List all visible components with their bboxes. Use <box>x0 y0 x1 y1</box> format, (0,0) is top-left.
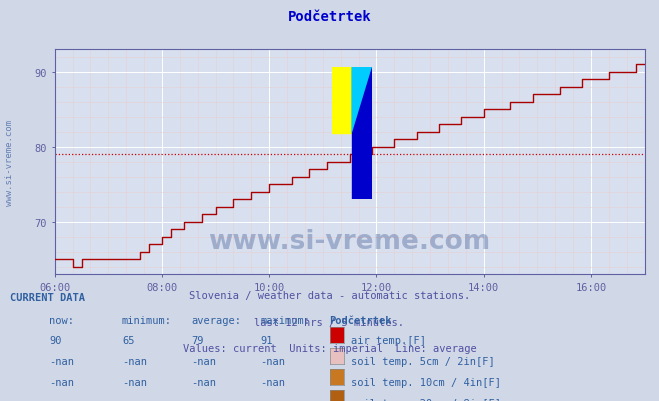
Text: -nan: -nan <box>49 377 74 387</box>
Bar <box>331 68 352 134</box>
Text: 65: 65 <box>122 336 134 346</box>
Text: www.si-vreme.com: www.si-vreme.com <box>208 228 491 254</box>
Text: Podčetrtek: Podčetrtek <box>330 315 392 325</box>
Text: soil temp. 10cm / 4in[F]: soil temp. 10cm / 4in[F] <box>351 377 501 387</box>
Text: -nan: -nan <box>122 356 147 367</box>
Text: -nan: -nan <box>49 356 74 367</box>
Text: -nan: -nan <box>191 377 216 387</box>
Text: 90: 90 <box>49 336 62 346</box>
Text: -nan: -nan <box>122 377 147 387</box>
Text: maximum:: maximum: <box>260 315 310 325</box>
Text: soil temp. 20cm / 8in[F]: soil temp. 20cm / 8in[F] <box>351 398 501 401</box>
Text: minimum:: minimum: <box>122 315 172 325</box>
Polygon shape <box>352 68 372 134</box>
Text: -nan: -nan <box>191 356 216 367</box>
Text: -nan: -nan <box>49 398 74 401</box>
Bar <box>352 134 372 200</box>
Text: 91: 91 <box>260 336 273 346</box>
Text: www.si-vreme.com: www.si-vreme.com <box>5 119 14 205</box>
Text: air temp.[F]: air temp.[F] <box>351 336 426 346</box>
Text: Podčetrtek: Podčetrtek <box>287 10 372 24</box>
Text: last 12 hrs / 5 minutes.: last 12 hrs / 5 minutes. <box>254 317 405 327</box>
Text: -nan: -nan <box>260 377 285 387</box>
Polygon shape <box>352 68 372 134</box>
Text: -nan: -nan <box>122 398 147 401</box>
Text: Values: current  Units: imperial  Line: average: Values: current Units: imperial Line: av… <box>183 343 476 353</box>
Text: 79: 79 <box>191 336 204 346</box>
Text: average:: average: <box>191 315 241 325</box>
Text: -nan: -nan <box>191 398 216 401</box>
Text: soil temp. 5cm / 2in[F]: soil temp. 5cm / 2in[F] <box>351 356 494 367</box>
Text: -nan: -nan <box>260 398 285 401</box>
Text: Slovenia / weather data - automatic stations.: Slovenia / weather data - automatic stat… <box>189 291 470 301</box>
Text: CURRENT DATA: CURRENT DATA <box>10 293 85 303</box>
Text: now:: now: <box>49 315 74 325</box>
Text: -nan: -nan <box>260 356 285 367</box>
